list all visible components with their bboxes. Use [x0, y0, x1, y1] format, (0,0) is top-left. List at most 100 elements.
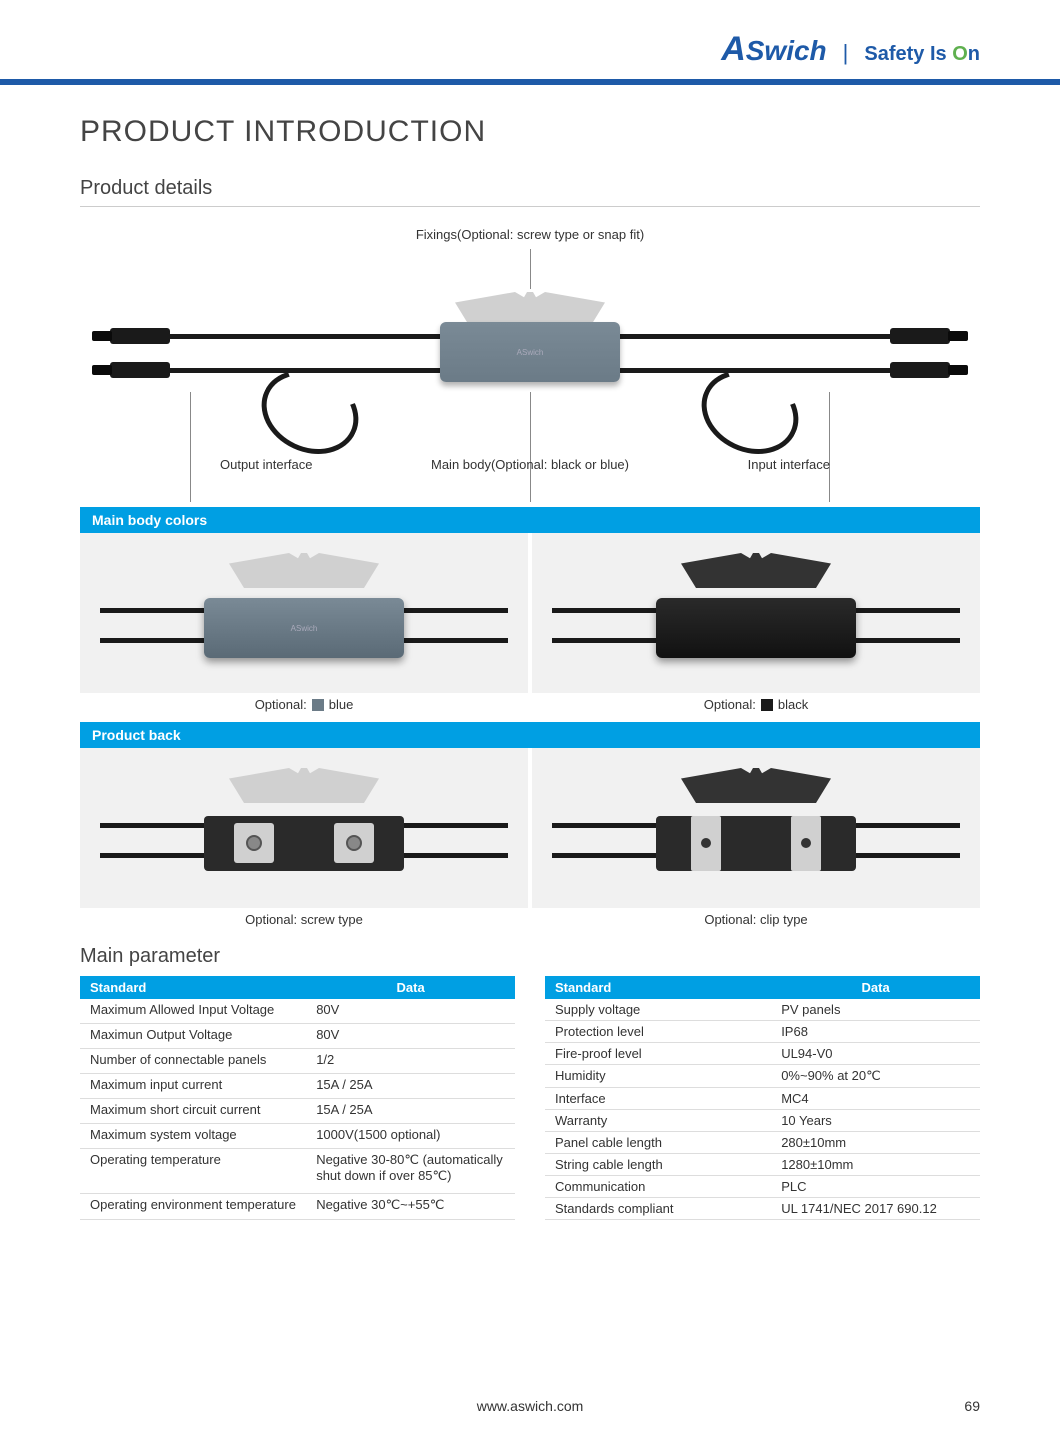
page-number: 69	[964, 1398, 980, 1414]
th-standard: Standard	[545, 976, 771, 999]
cell-standard: Interface	[545, 1088, 771, 1110]
table-row: Humidity0%~90% at 20℃	[545, 1065, 980, 1088]
section-bar-colors: Main body colors	[80, 507, 980, 533]
bracket-icon	[229, 553, 379, 588]
connector-icon	[890, 362, 950, 378]
output-label: Output interface	[220, 457, 313, 472]
cell-standard: Protection level	[545, 1021, 771, 1043]
cell-data: 15A / 25A	[306, 1099, 515, 1124]
table-row: Warranty10 Years	[545, 1110, 980, 1132]
input-label: Input interface	[748, 457, 830, 472]
table-row: CommunicationPLC	[545, 1176, 980, 1198]
subheading-details: Product details	[80, 177, 980, 200]
device-row: ASwich	[80, 292, 980, 432]
showcase-screw	[80, 748, 528, 908]
table-row: String cable length1280±10mm	[545, 1154, 980, 1176]
opt-prefix: Optional:	[704, 697, 756, 712]
opt-prefix: Optional:	[255, 697, 307, 712]
table-row: Maximum system voltage1000V(1500 optiona…	[80, 1124, 515, 1149]
table-row: Maximun Output Voltage80V	[80, 1024, 515, 1049]
cell-data: UL 1741/NEC 2017 690.12	[771, 1198, 980, 1220]
caption-row-back: Optional: screw type Optional: clip type	[80, 912, 980, 927]
color-showcase: ASwich	[80, 533, 980, 693]
table-row: Supply voltagePV panels	[545, 999, 980, 1021]
cell-data: 280±10mm	[771, 1132, 980, 1154]
param-table-1: Standard Data Maximum Allowed Input Volt…	[80, 976, 515, 1220]
fixings-label: Fixings(Optional: screw type or snap fit…	[416, 227, 644, 242]
tagline-pre: Safety Is	[864, 43, 952, 65]
brand-name: ASwich	[721, 30, 826, 69]
subheading-params: Main parameter	[80, 945, 980, 968]
device-blue-icon: ASwich	[204, 598, 404, 658]
back-showcase	[80, 748, 980, 908]
divider	[80, 206, 980, 207]
cell-data: MC4	[771, 1088, 980, 1110]
cell-standard: Panel cable length	[545, 1132, 771, 1154]
showcase-clip	[532, 748, 980, 908]
cell-standard: Communication	[545, 1176, 771, 1198]
footer-url: www.aswich.com	[0, 1398, 1060, 1414]
caption-row: Optional: blue Optional: black	[80, 697, 980, 712]
cell-data: 0%~90% at 20℃	[771, 1065, 980, 1088]
device-black-icon	[656, 598, 856, 658]
cell-data: 1280±10mm	[771, 1154, 980, 1176]
fixings-callout-line	[530, 249, 531, 289]
cell-standard: String cable length	[545, 1154, 771, 1176]
content-area: PRODUCT INTRODUCTION Product details Fix…	[0, 85, 1060, 1220]
swatch-black-icon	[761, 699, 773, 711]
swatch-blue-icon	[312, 699, 324, 711]
logo-separator: |	[843, 40, 849, 66]
connector-icon	[110, 328, 170, 344]
cell-standard: Number of connectable panels	[80, 1049, 306, 1074]
main-body-icon: ASwich	[440, 322, 620, 382]
cell-data: 15A / 25A	[306, 1074, 515, 1099]
cell-data: PV panels	[771, 999, 980, 1021]
table-row: InterfaceMC4	[545, 1088, 980, 1110]
table-row: Maximum short circuit current15A / 25A	[80, 1099, 515, 1124]
cell-standard: Maximun Output Voltage	[80, 1024, 306, 1049]
cell-standard: Maximum short circuit current	[80, 1099, 306, 1124]
callout-line	[829, 392, 830, 502]
cell-standard: Operating temperature	[80, 1149, 306, 1193]
brand-tagline: Safety Is On	[864, 43, 980, 66]
bracket-icon	[681, 768, 831, 803]
table-row: Maximum Allowed Input Voltage80V	[80, 999, 515, 1024]
bracket-icon	[681, 553, 831, 588]
cell-data: 1/2	[306, 1049, 515, 1074]
device-back-clip-icon	[656, 816, 856, 871]
cell-standard: Maximum Allowed Input Voltage	[80, 999, 306, 1024]
th-data: Data	[771, 976, 980, 999]
clip-mount-icon	[791, 816, 821, 871]
cell-data: PLC	[771, 1176, 980, 1198]
cell-standard: Warranty	[545, 1110, 771, 1132]
opt-black-label: black	[778, 697, 808, 712]
page-header: ASwich | Safety Is On	[0, 0, 1060, 79]
cell-standard: Maximum system voltage	[80, 1124, 306, 1149]
param-table-2: Standard Data Supply voltagePV panelsPro…	[545, 976, 980, 1220]
caption-blue: Optional: blue	[80, 697, 528, 712]
tagline-o: O	[952, 43, 968, 65]
table-row: Operating environment temperatureNegativ…	[80, 1193, 515, 1219]
bracket-icon	[229, 768, 379, 803]
table-row: Panel cable length280±10mm	[545, 1132, 980, 1154]
table-row: Protection levelIP68	[545, 1021, 980, 1043]
tagline-post: n	[968, 43, 980, 65]
section-bar-back: Product back	[80, 722, 980, 748]
product-diagram: Fixings(Optional: screw type or snap fit…	[80, 227, 980, 487]
cell-standard: Operating environment temperature	[80, 1193, 306, 1219]
tables-row: Standard Data Maximum Allowed Input Volt…	[80, 976, 980, 1220]
caption-black: Optional: black	[532, 697, 980, 712]
cell-data: UL94-V0	[771, 1043, 980, 1065]
th-standard: Standard	[80, 976, 306, 999]
device-back-screw-icon	[204, 816, 404, 871]
cell-data: IP68	[771, 1021, 980, 1043]
callout-line	[530, 392, 531, 502]
table-row: Number of connectable panels1/2	[80, 1049, 515, 1074]
cell-standard: Supply voltage	[545, 999, 771, 1021]
cell-data: Negative 30℃~+55℃	[306, 1193, 515, 1219]
table-row: Maximum input current15A / 25A	[80, 1074, 515, 1099]
connector-icon	[890, 328, 950, 344]
page-title: PRODUCT INTRODUCTION	[80, 115, 980, 149]
cell-data: 80V	[306, 999, 515, 1024]
cell-standard: Standards compliant	[545, 1198, 771, 1220]
